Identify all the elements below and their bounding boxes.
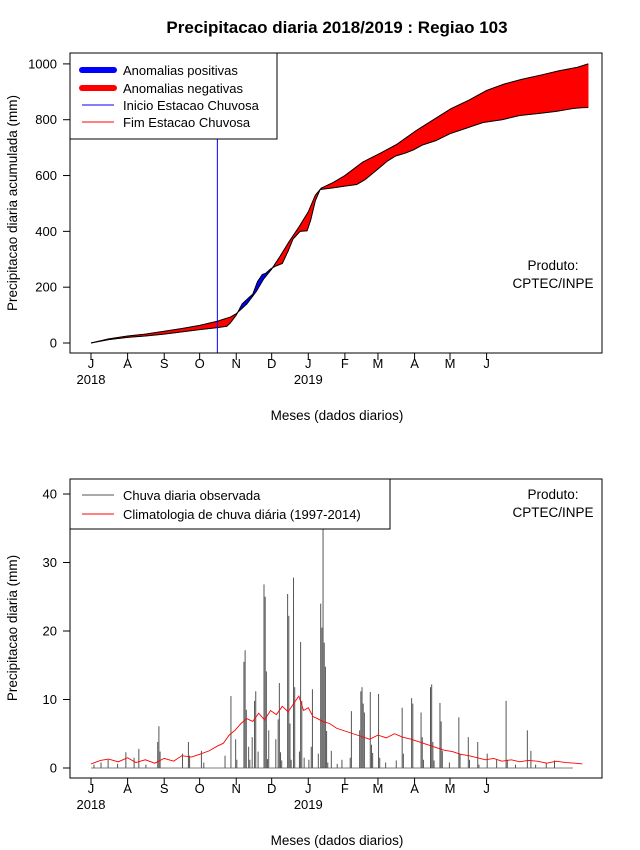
top-y-axis-label: Precipitacao diaria acumulada (mm) <box>5 95 20 311</box>
top-y-tick-label: 0 <box>50 336 57 351</box>
chart-title: Precipitacao diaria 2018/2019 : Regiao 1… <box>166 18 507 37</box>
top-product-label-2: CPTEC/INPE <box>512 276 593 291</box>
bottom-x-year-label: 2019 <box>294 797 323 812</box>
top-y-tick-label: 1000 <box>28 56 57 71</box>
top-x-month-label: A <box>410 356 419 371</box>
bottom-x-month-label: M <box>445 781 456 796</box>
top-x-year-label: 2019 <box>294 372 323 387</box>
top-x-month-label: M <box>373 356 384 371</box>
top-x-month-label: D <box>267 356 276 371</box>
top-y-tick-label: 800 <box>35 112 57 127</box>
bottom-x-month-label: S <box>160 781 169 796</box>
bottom-y-tick-label: 0 <box>50 761 57 776</box>
top-y-tick-label: 200 <box>35 280 57 295</box>
bottom-y-tick-label: 10 <box>43 692 57 707</box>
bottom-product-label-2: CPTEC/INPE <box>512 505 593 520</box>
top-y-axis: 0 200 400 600 800 1000 <box>28 56 70 351</box>
bottom-y-tick-label: 20 <box>43 624 57 639</box>
bottom-x-month-label: A <box>123 781 132 796</box>
top-x-month-label: M <box>445 356 456 371</box>
bottom-x-month-label: J <box>88 781 95 796</box>
top-x-year-label: 2018 <box>77 372 106 387</box>
top-x-month-label: J <box>483 356 490 371</box>
top-x-month-label: N <box>232 356 241 371</box>
legend-label-anomalias-positivas: Anomalias positivas <box>123 63 238 78</box>
legend-label-chuva-observada: Chuva diaria observada <box>123 488 261 503</box>
bottom-plot-area <box>90 528 583 769</box>
top-plot-frame <box>69 52 603 354</box>
bottom-x-year-label: 2018 <box>77 797 106 812</box>
bottom-x-month-label: N <box>232 781 241 796</box>
bottom-legend: Chuva diaria observada Climatologia de c… <box>69 478 391 530</box>
bottom-x-month-label: J <box>483 781 490 796</box>
bottom-product-label-1: Produto: <box>527 487 578 502</box>
bottom-x-month-label: M <box>373 781 384 796</box>
bottom-x-month-label: F <box>341 781 349 796</box>
bottom-y-tick-label: 30 <box>43 555 57 570</box>
top-x-month-label: A <box>123 356 132 371</box>
climatology-daily-line <box>90 695 583 765</box>
anomaly-negative-segment <box>586 63 589 108</box>
climatology-cumulative-line <box>90 63 589 344</box>
legend-label-inicio-estacao: Inicio Estacao Chuvosa <box>123 98 260 113</box>
legend-label-climatologia: Climatologia de chuva diária (1997-2014) <box>123 507 361 522</box>
top-y-tick-label: 400 <box>35 224 57 239</box>
bottom-x-month-label: O <box>195 781 205 796</box>
top-x-axis-label: Meses (dados diarios) <box>271 408 404 423</box>
legend-label-anomalias-negativas: Anomalias negativas <box>123 81 243 96</box>
top-x-month-label: F <box>341 356 349 371</box>
top-legend: Anomalias positivas Anomalias negativas … <box>69 52 278 140</box>
bottom-y-axis: 0 10 20 30 40 <box>43 487 70 776</box>
top-x-month-label: O <box>195 356 205 371</box>
bottom-y-tick-label: 40 <box>43 487 57 502</box>
bottom-x-month-label: J <box>305 781 312 796</box>
top-product-label-1: Produto: <box>527 258 578 273</box>
top-x-month-label: S <box>160 356 169 371</box>
top-plot-area <box>90 53 589 353</box>
top-x-month-label: J <box>88 356 95 371</box>
bottom-x-month-label: D <box>267 781 276 796</box>
top-y-tick-label: 600 <box>35 168 57 183</box>
bottom-x-month-label: A <box>410 781 419 796</box>
bottom-x-axis-label: Meses (dados diarios) <box>271 833 404 848</box>
bottom-legend-box <box>69 478 391 530</box>
top-x-month-label: J <box>305 356 312 371</box>
legend-label-fim-estacao: Fim Estacao Chuvosa <box>123 115 251 130</box>
observed-cumulative-line <box>90 106 589 344</box>
bottom-y-axis-label: Precipitacao diaria (mm) <box>5 555 20 701</box>
